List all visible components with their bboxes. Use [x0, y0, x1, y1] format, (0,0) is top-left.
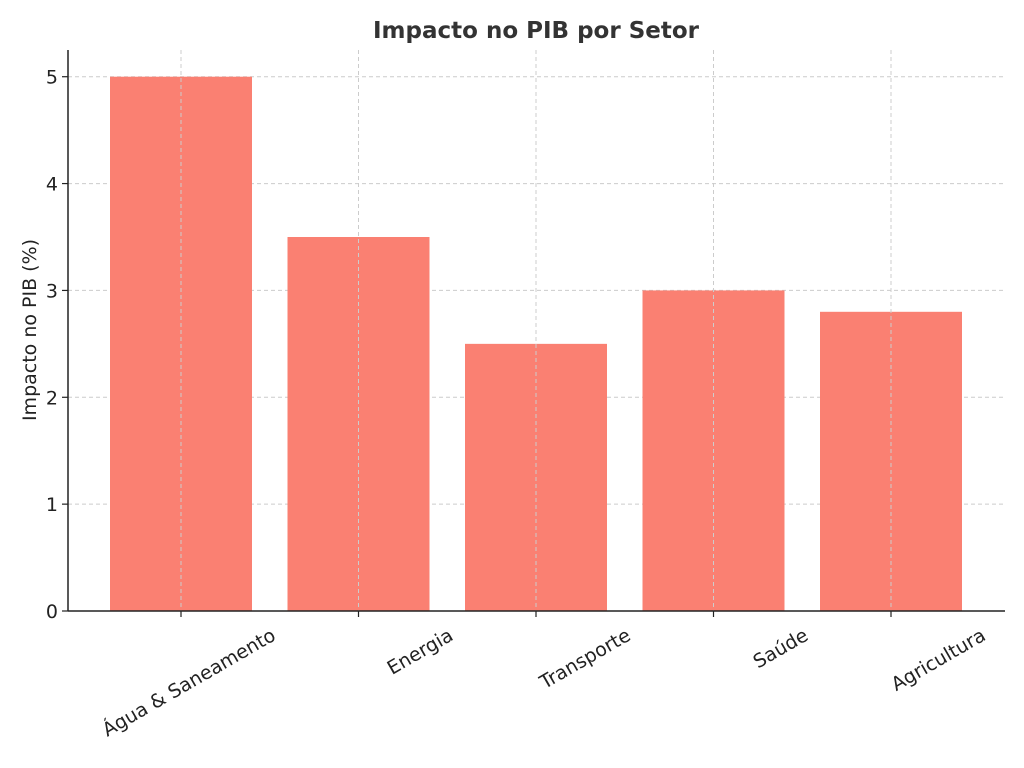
y-tick-label: 0 — [46, 601, 58, 623]
x-tick-label: Agricultura — [888, 624, 990, 695]
x-tick-label: Transporte — [535, 624, 634, 694]
y-tick-label: 5 — [46, 67, 58, 89]
y-tick-label: 3 — [46, 280, 58, 302]
chart-title: Impacto no PIB por Setor — [373, 18, 700, 44]
y-tick-label: 1 — [46, 494, 58, 516]
y-tick-label: 4 — [46, 174, 58, 196]
vertical-grid-layer — [180, 50, 892, 611]
x-tick-label: Água & Saneamento — [98, 623, 279, 741]
x-ticks-layer: Água & Saneamento Energia Transporte Saúde A… — [98, 611, 990, 741]
y-ticks-layer: 0 1 2 3 4 5 — [46, 67, 68, 623]
y-axis-label: Impacto no PIB (%) — [19, 239, 41, 421]
y-tick-label: 2 — [46, 387, 58, 409]
x-tick-label: Energia — [383, 624, 457, 679]
bar — [820, 311, 962, 611]
x-tick-label: Saúde — [749, 624, 812, 673]
